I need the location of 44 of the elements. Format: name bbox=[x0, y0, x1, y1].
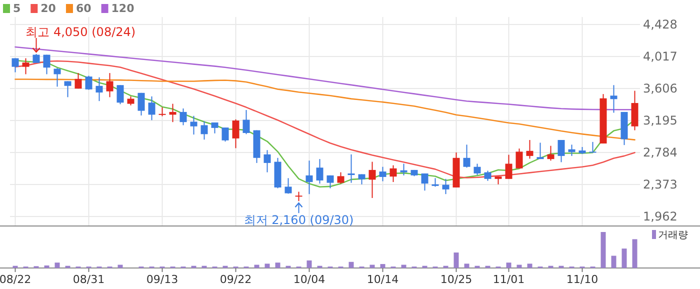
x-tick-label: 08/31 bbox=[72, 273, 105, 286]
bar bbox=[611, 256, 616, 268]
bar bbox=[54, 262, 60, 268]
bar bbox=[454, 252, 459, 268]
bar bbox=[401, 264, 406, 268]
y-tick-label: 1,962 bbox=[643, 210, 678, 224]
legend-label: 120 bbox=[111, 2, 135, 15]
y-tick-label: 3,606 bbox=[643, 82, 678, 96]
bar bbox=[506, 262, 512, 268]
legend-label: 거래량 bbox=[658, 230, 688, 241]
bar bbox=[632, 239, 638, 268]
x-tick-label: 11/01 bbox=[492, 273, 525, 286]
bar bbox=[254, 264, 260, 268]
x-tick-label: 09/13 bbox=[146, 273, 178, 286]
bar bbox=[118, 264, 123, 268]
legend: 거래량 bbox=[652, 230, 688, 241]
bar bbox=[516, 264, 522, 268]
legend-label: 5 bbox=[13, 2, 21, 15]
annotation: 최저 2,160 (09/30) bbox=[244, 213, 354, 228]
bar bbox=[44, 265, 50, 268]
x-tick-label: 11/10 bbox=[566, 273, 598, 286]
y-tick-label: 2,373 bbox=[643, 178, 678, 192]
bar bbox=[527, 264, 532, 268]
bar bbox=[306, 260, 312, 268]
legend-label: 60 bbox=[76, 2, 92, 15]
bar bbox=[380, 264, 386, 268]
x-tick-label: 10/04 bbox=[293, 273, 326, 286]
y-tick-label: 4,017 bbox=[643, 50, 678, 64]
legend-label: 20 bbox=[40, 2, 56, 15]
x-tick-label: 09/22 bbox=[220, 273, 252, 286]
y-tick-label: 2,784 bbox=[643, 146, 678, 160]
annotation: 최고 4,050 (08/24) bbox=[26, 24, 136, 39]
bar bbox=[464, 264, 470, 268]
y-tick-label: 4,428 bbox=[643, 18, 678, 32]
bar bbox=[275, 262, 280, 268]
x-tick-label: 10/14 bbox=[366, 273, 399, 286]
bar bbox=[370, 264, 375, 268]
y-tick-label: 3,195 bbox=[643, 114, 678, 128]
bar bbox=[348, 262, 354, 268]
x-tick-label: 10/25 bbox=[440, 273, 472, 286]
bar bbox=[600, 232, 606, 268]
bar bbox=[622, 248, 627, 268]
bar bbox=[264, 264, 270, 268]
x-tick-label: 08/22 bbox=[0, 273, 32, 286]
